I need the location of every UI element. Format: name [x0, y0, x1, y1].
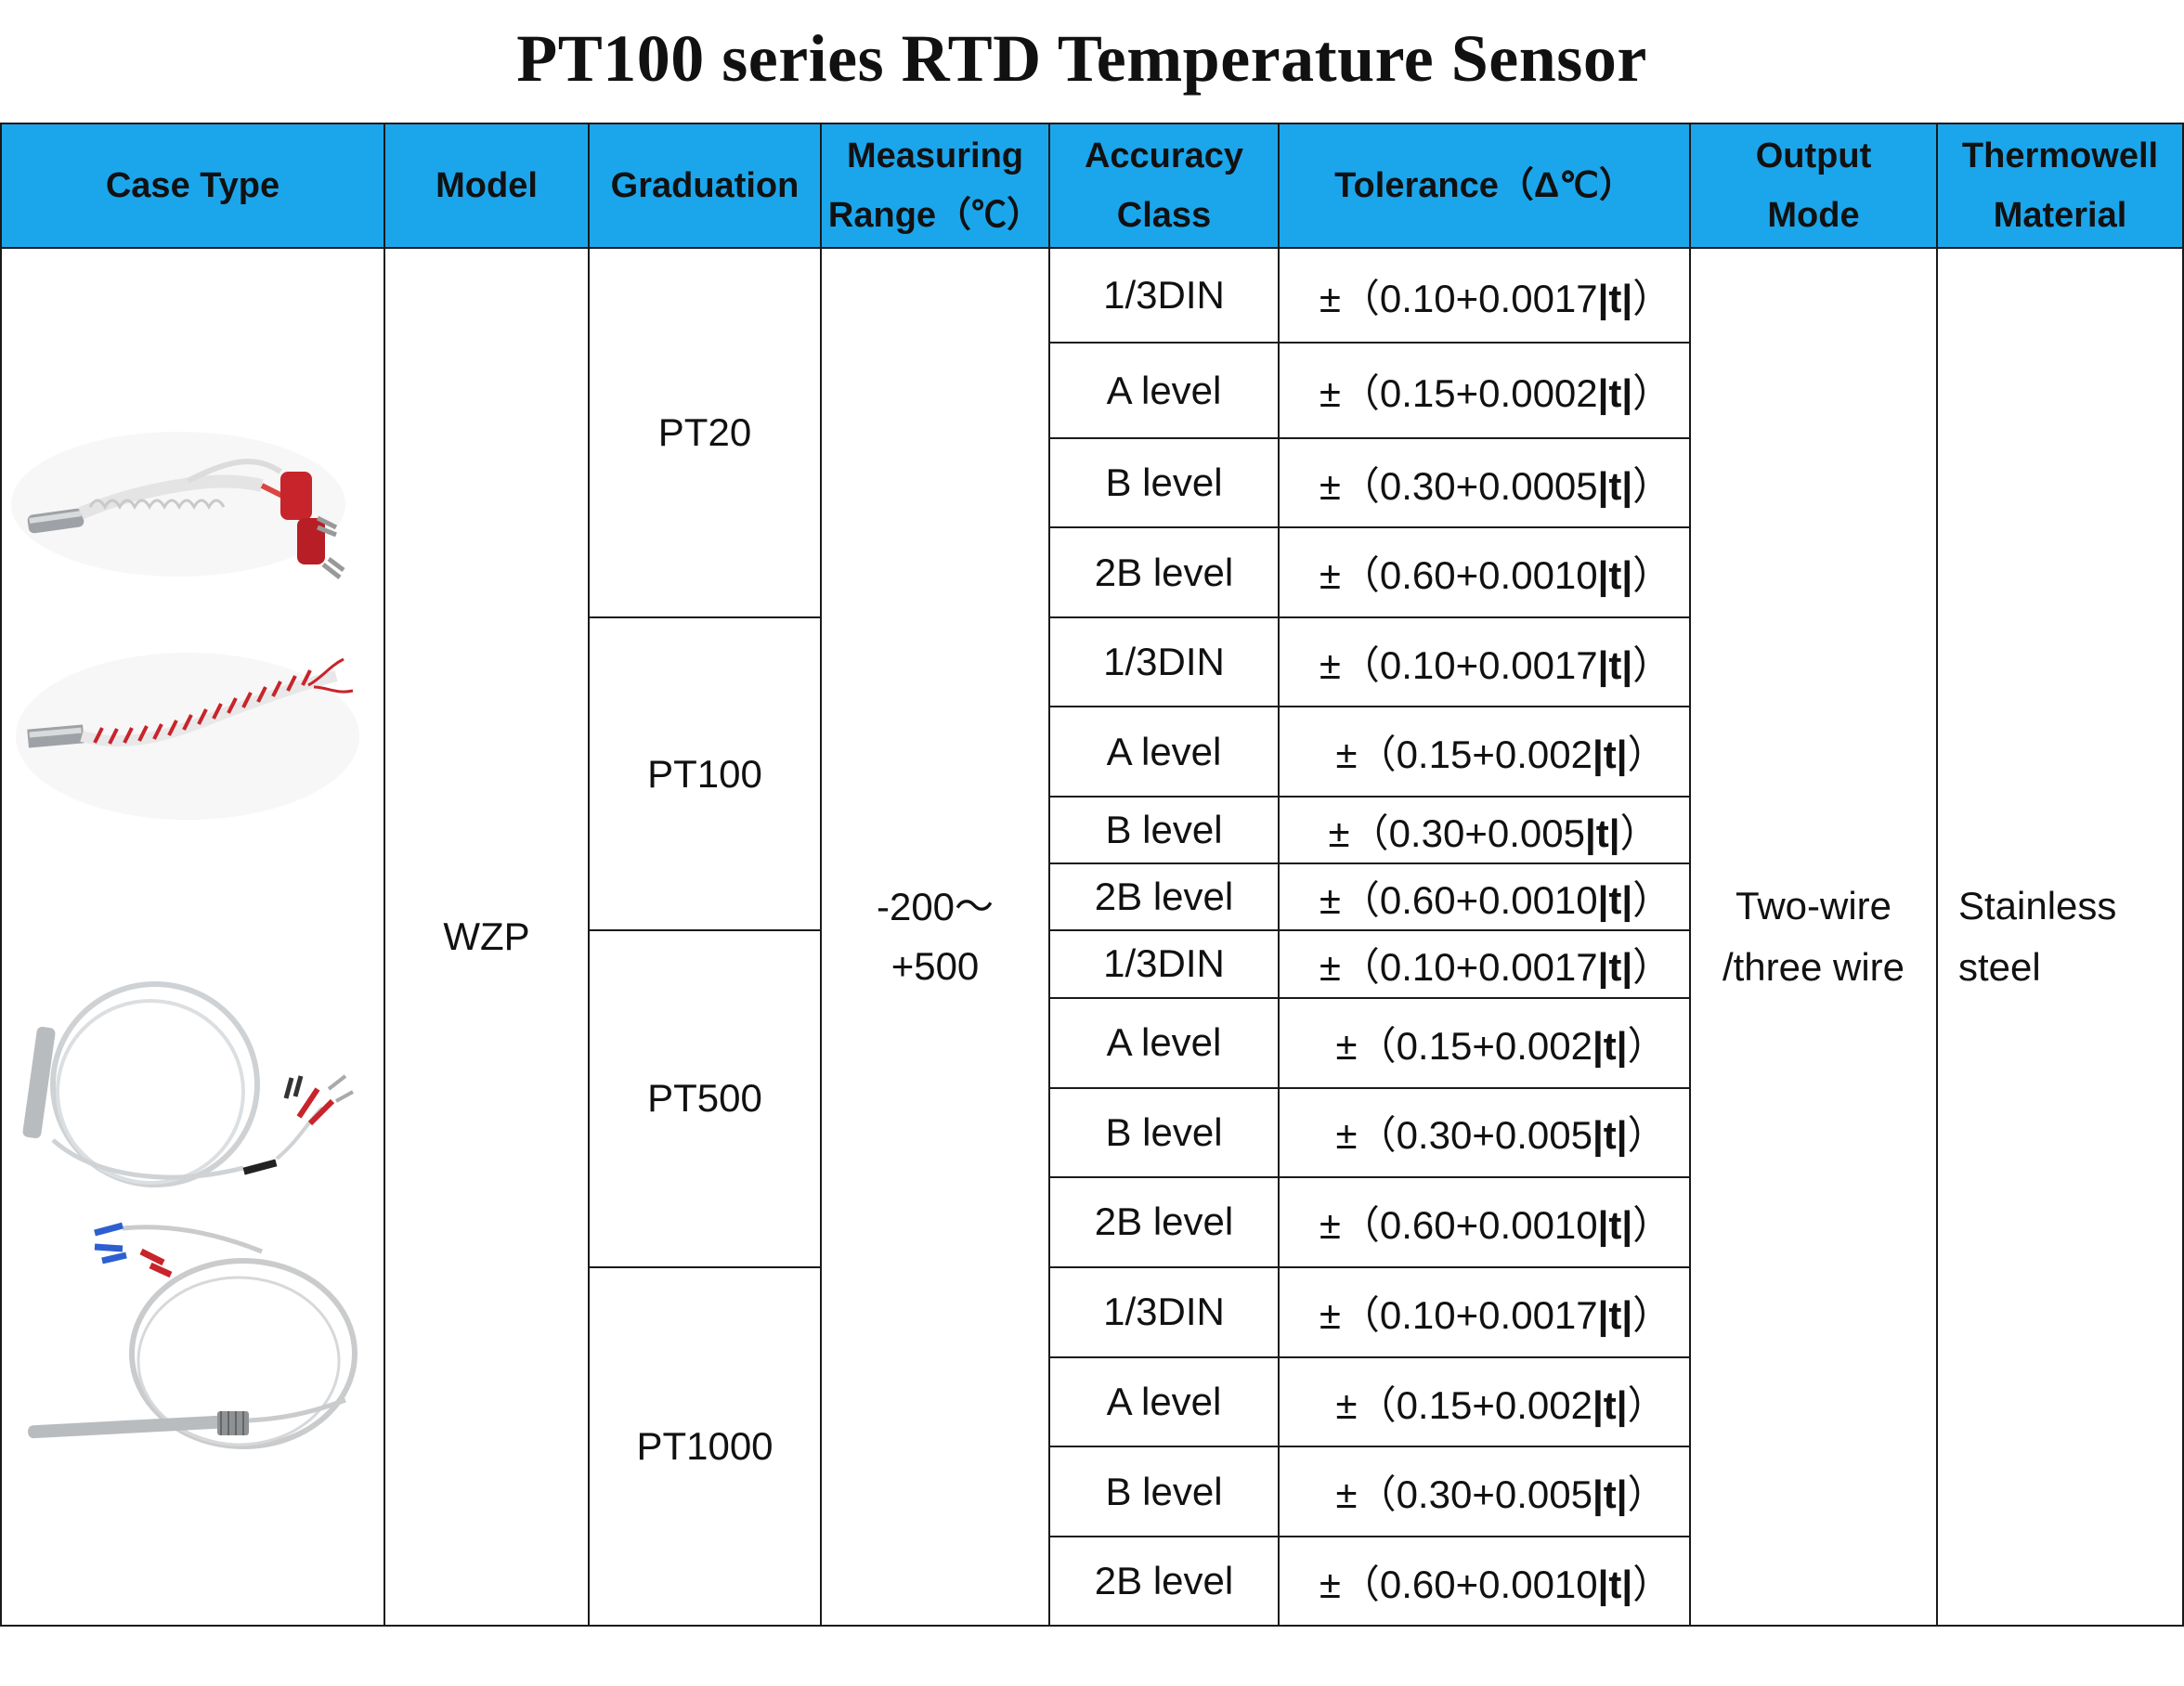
tolerance-cell: ±（0.30+0.005|t|） — [1278, 1446, 1691, 1537]
header-thermowell-material: Thermowell Material — [1936, 123, 2184, 249]
accuracy-cell: B level — [1048, 437, 1280, 528]
table-row: A level ±（0.15+0.002|t|） — [1, 706, 2183, 798]
table-row: B level ±（0.30+0.005|t|） — [1, 1086, 2183, 1178]
model-cell: WZP — [384, 247, 590, 1627]
accuracy-cell: A level — [1048, 996, 1280, 1089]
accuracy-cell: 2B level — [1048, 1175, 1280, 1268]
graduation-cell-pt1000: PT1000 — [588, 1265, 822, 1628]
table-row: B level ±（0.30+0.005|t|） — [1, 796, 2183, 865]
accuracy-cell: B level — [1048, 796, 1280, 865]
thermowell-material-cell: Stainless steel — [1936, 247, 2184, 1627]
accuracy-cell: 2B level — [1048, 862, 1280, 932]
header-model: Model — [384, 123, 590, 249]
table-row: A level ±（0.15+0.002|t|） — [1, 1356, 2183, 1447]
table-row: WZP PT20 -200～ +500 1/3DIN ±（0.10+0.0017|… — [0, 247, 2184, 1627]
coiled-cable-sensor-icon — [22, 981, 354, 1187]
table-row: 2B level ±（0.60+0.0010|t|） — [1, 862, 2183, 932]
accuracy-cell: B level — [1048, 1086, 1280, 1178]
tolerance-cell: ±（0.15+0.0002|t|） — [1278, 342, 1691, 439]
tolerance-cell: ±（0.60+0.0010|t|） — [1278, 862, 1691, 932]
table-row: PT500 1/3DIN ±（0.10+0.0017|t|） — [1, 929, 2183, 1268]
tolerance-cell: ±（0.15+0.002|t|） — [1278, 1356, 1691, 1447]
tolerance-cell: ±（0.15+0.002|t|） — [1278, 996, 1691, 1089]
graduation-cell-pt100: PT100 — [588, 616, 822, 932]
accuracy-cell: 1/3DIN — [1048, 247, 1280, 344]
table-row: B level ±（0.30+0.005|t|） — [1, 1446, 2183, 1537]
table-row: A level ±（0.15+0.0002|t|） — [1, 342, 2183, 439]
accuracy-cell: B level — [1048, 1446, 1280, 1537]
header-tolerance: Tolerance（Δ℃） — [1278, 123, 1691, 249]
tolerance-cell: ±（0.60+0.0010|t|） — [1278, 1536, 1691, 1627]
measuring-range-cell: -200～ +500 — [820, 247, 1050, 1627]
table-row: PT1000 1/3DIN ±（0.10+0.0017|t|） — [1, 1265, 2183, 1628]
header-accuracy-class: Accuracy Class — [1048, 123, 1280, 249]
page-title: PT100 series RTD Temperature Sensor — [516, 21, 1647, 96]
tolerance-cell: ±（0.10+0.0017|t|） — [1278, 929, 1691, 999]
graduation-cell-pt500: PT500 — [588, 929, 822, 1268]
tolerance-cell: ±（0.10+0.0017|t|） — [1278, 1265, 1691, 1359]
header-row: Case Type Model Graduation Measuring Rang… — [0, 123, 2184, 249]
header-output-mode: Output Mode — [1689, 123, 1938, 249]
tolerance-cell: ±（0.15+0.002|t|） — [1278, 706, 1691, 798]
accuracy-cell: A level — [1048, 1356, 1280, 1447]
tolerance-cell: ±（0.60+0.0010|t|） — [1278, 1175, 1691, 1268]
tolerance-cell: ±（0.30+0.005|t|） — [1278, 1086, 1691, 1178]
accuracy-cell: A level — [1048, 342, 1280, 439]
threaded-probe-sensor-icon — [28, 1222, 358, 1449]
spec-table: Case Type Model Graduation Measuring Rang… — [0, 123, 2184, 1628]
accuracy-cell: 1/3DIN — [1048, 1265, 1280, 1359]
header-measuring-range: Measuring Range（℃） — [820, 123, 1050, 249]
tolerance-cell: ±（0.10+0.0017|t|） — [1278, 247, 1691, 344]
header-graduation: Graduation — [588, 123, 822, 249]
tolerance-cell: ±（0.10+0.0017|t|） — [1278, 616, 1691, 708]
spiral-red-wire-sensor-icon — [16, 653, 359, 820]
tolerance-cell: ±（0.30+0.005|t|） — [1278, 796, 1691, 865]
table-row: 2B level ±（0.60+0.0010|t|） — [1, 1536, 2183, 1627]
tolerance-cell: ±（0.60+0.0010|t|） — [1278, 526, 1691, 618]
accuracy-cell: A level — [1048, 706, 1280, 798]
accuracy-cell: 2B level — [1048, 1536, 1280, 1627]
accuracy-cell: 1/3DIN — [1048, 929, 1280, 999]
header-case-type: Case Type — [0, 123, 385, 249]
table-row: PT100 1/3DIN ±（0.10+0.0017|t|） — [1, 616, 2183, 932]
accuracy-cell: 1/3DIN — [1048, 616, 1280, 708]
table-row: B level ±（0.30+0.0005|t|） — [1, 437, 2183, 528]
output-mode-cell: Two-wire/three wire — [1689, 247, 1938, 1627]
tolerance-cell: ±（0.30+0.0005|t|） — [1278, 437, 1691, 528]
accuracy-cell: 2B level — [1048, 526, 1280, 618]
case-type-images — [0, 247, 385, 1627]
table-row: 2B level ±（0.60+0.0010|t|） — [1, 526, 2183, 618]
table-row: 2B level ±（0.60+0.0010|t|） — [1, 1175, 2183, 1268]
graduation-cell-pt20: PT20 — [588, 247, 822, 618]
table-row: A level ±（0.15+0.002|t|） — [1, 996, 2183, 1089]
spiral-white-wire-sensor-icon — [11, 432, 345, 579]
